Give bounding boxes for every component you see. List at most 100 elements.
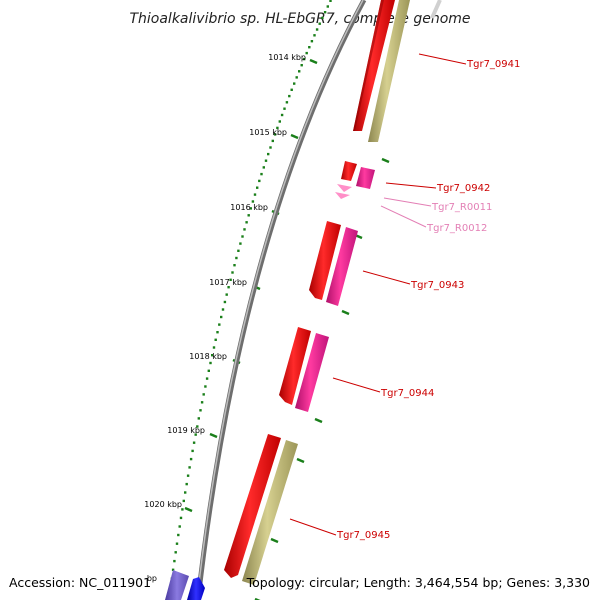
ruler-dot (171, 568, 175, 571)
ruler-dot (323, 11, 327, 14)
ruler-dot (212, 346, 216, 349)
cds-feature-0941-shade (353, 0, 384, 131)
ruler-label: bp (147, 574, 157, 583)
ruler-dot (197, 417, 200, 420)
topology-text: Topology: circular; Length: 3,464,554 bp… (246, 575, 590, 590)
ruler-dot (237, 249, 240, 252)
cds-feature-0941[interactable] (353, 0, 395, 131)
ruler-dot (315, 28, 319, 31)
gene-label[interactable]: Tgr7_0941 (466, 59, 520, 70)
ruler-major-tick (184, 506, 193, 513)
ruler-dot (179, 516, 183, 520)
ruler-dot (321, 16, 324, 20)
ruler-dot (194, 433, 197, 436)
ruler-dot (223, 300, 227, 304)
ruler-dot (258, 179, 261, 183)
ruler-dot (225, 293, 228, 296)
accession-text: Accession: NC_011901 (9, 575, 151, 590)
ruler-major-tick (209, 432, 218, 439)
ruler-dot (329, 0, 332, 3)
gene-label[interactable]: Tgr7_0942 (436, 183, 490, 194)
ruler-label: 1019 kbp (167, 426, 205, 435)
ruler-dot (196, 425, 199, 428)
callout-lines (289, 53, 467, 536)
cog-feature-0944[interactable] (295, 333, 329, 412)
ruler-dot (205, 377, 209, 380)
ruler-dot (298, 70, 301, 73)
ruler-dot (295, 76, 298, 79)
cds-feature-0943[interactable] (309, 221, 341, 300)
ruler-dot (233, 264, 236, 267)
ruler-dot (260, 172, 263, 176)
ruler-dot (269, 146, 272, 149)
ruler-dot (293, 82, 296, 85)
ruler-dot (267, 152, 270, 156)
ruler-dot (313, 34, 316, 37)
ruler-dot (253, 193, 257, 196)
ruler-dot (189, 457, 193, 461)
ruler-dot (318, 22, 321, 25)
ruler-dot (211, 354, 214, 357)
cog-feature-0941[interactable] (368, 0, 410, 142)
ruler-dot (177, 533, 180, 537)
ruler-dot (174, 551, 177, 554)
ruler-dot (202, 393, 205, 396)
ruler-dot (181, 508, 184, 511)
ruler-dot (276, 126, 279, 130)
kbp-ruler (168, 0, 390, 600)
rna-feature-r0012[interactable] (335, 192, 350, 199)
gene-label[interactable]: Tgr7_0945 (336, 530, 390, 541)
ruler-label: 1016 kbp (230, 203, 268, 212)
gene-label[interactable]: Tgr7_0944 (380, 388, 434, 399)
ruler-major-tick (309, 58, 318, 65)
ruler-dot (220, 315, 223, 319)
ruler-inner-tick (341, 309, 350, 316)
blue-feature[interactable] (187, 577, 205, 600)
ruler-dot (278, 120, 281, 123)
ruler-label: 1018 kbp (189, 352, 227, 361)
ruler-dot (207, 369, 210, 372)
ruler-dot (247, 214, 250, 217)
ruler-dot (290, 88, 293, 91)
purple-feature[interactable] (165, 570, 189, 600)
ruler-label: 1020 kbp (144, 500, 182, 509)
ruler-dot (283, 107, 286, 110)
gene-label[interactable]: Tgr7_R0011 (431, 202, 492, 213)
ruler-dot (229, 278, 232, 281)
ruler-label: 1015 kbp (249, 128, 287, 137)
cog-feature-0945[interactable] (242, 440, 298, 585)
ruler-dot (300, 64, 303, 67)
ruler-dot (251, 200, 255, 203)
rna-feature-r0011[interactable] (337, 184, 352, 192)
cog-feature-0943[interactable] (326, 227, 358, 306)
ruler-dot (227, 286, 230, 289)
ruler-inner-tick (381, 157, 390, 164)
ruler-dot (235, 256, 238, 260)
cds-feature-0945[interactable] (224, 434, 281, 578)
ruler-dot (326, 5, 329, 8)
cds-feature-0944[interactable] (279, 327, 311, 405)
ruler-major-tick (290, 133, 299, 140)
ruler-dot (182, 499, 185, 503)
ruler-dot (191, 449, 194, 453)
ruler-dot (303, 57, 306, 61)
ruler-dot (209, 361, 212, 365)
ruler-dot (271, 139, 274, 143)
cog-feature-0942[interactable] (356, 167, 375, 189)
ruler-inner-tick (270, 537, 279, 544)
feature-track (165, 0, 410, 600)
ruler-dot (280, 113, 284, 117)
ruler-dot (310, 40, 314, 43)
ruler-dot (241, 235, 244, 238)
ruler-label: 1017 kbp (209, 278, 247, 287)
ruler-dot (214, 338, 217, 341)
gene-labels: Tgr7_0941 Tgr7_0942 Tgr7_R0011 Tgr7_R001… (336, 59, 520, 541)
cds-feature-0942[interactable] (341, 161, 357, 181)
gene-label[interactable]: Tgr7_0943 (410, 280, 464, 291)
gene-label[interactable]: Tgr7_R0012 (426, 223, 487, 234)
ruler-dot (216, 331, 219, 334)
map-title: Thioalkalivibrio sp. HL-EbGR7, complete … (129, 11, 470, 27)
ruler-dot (204, 385, 207, 388)
ruler-dot (221, 308, 225, 311)
